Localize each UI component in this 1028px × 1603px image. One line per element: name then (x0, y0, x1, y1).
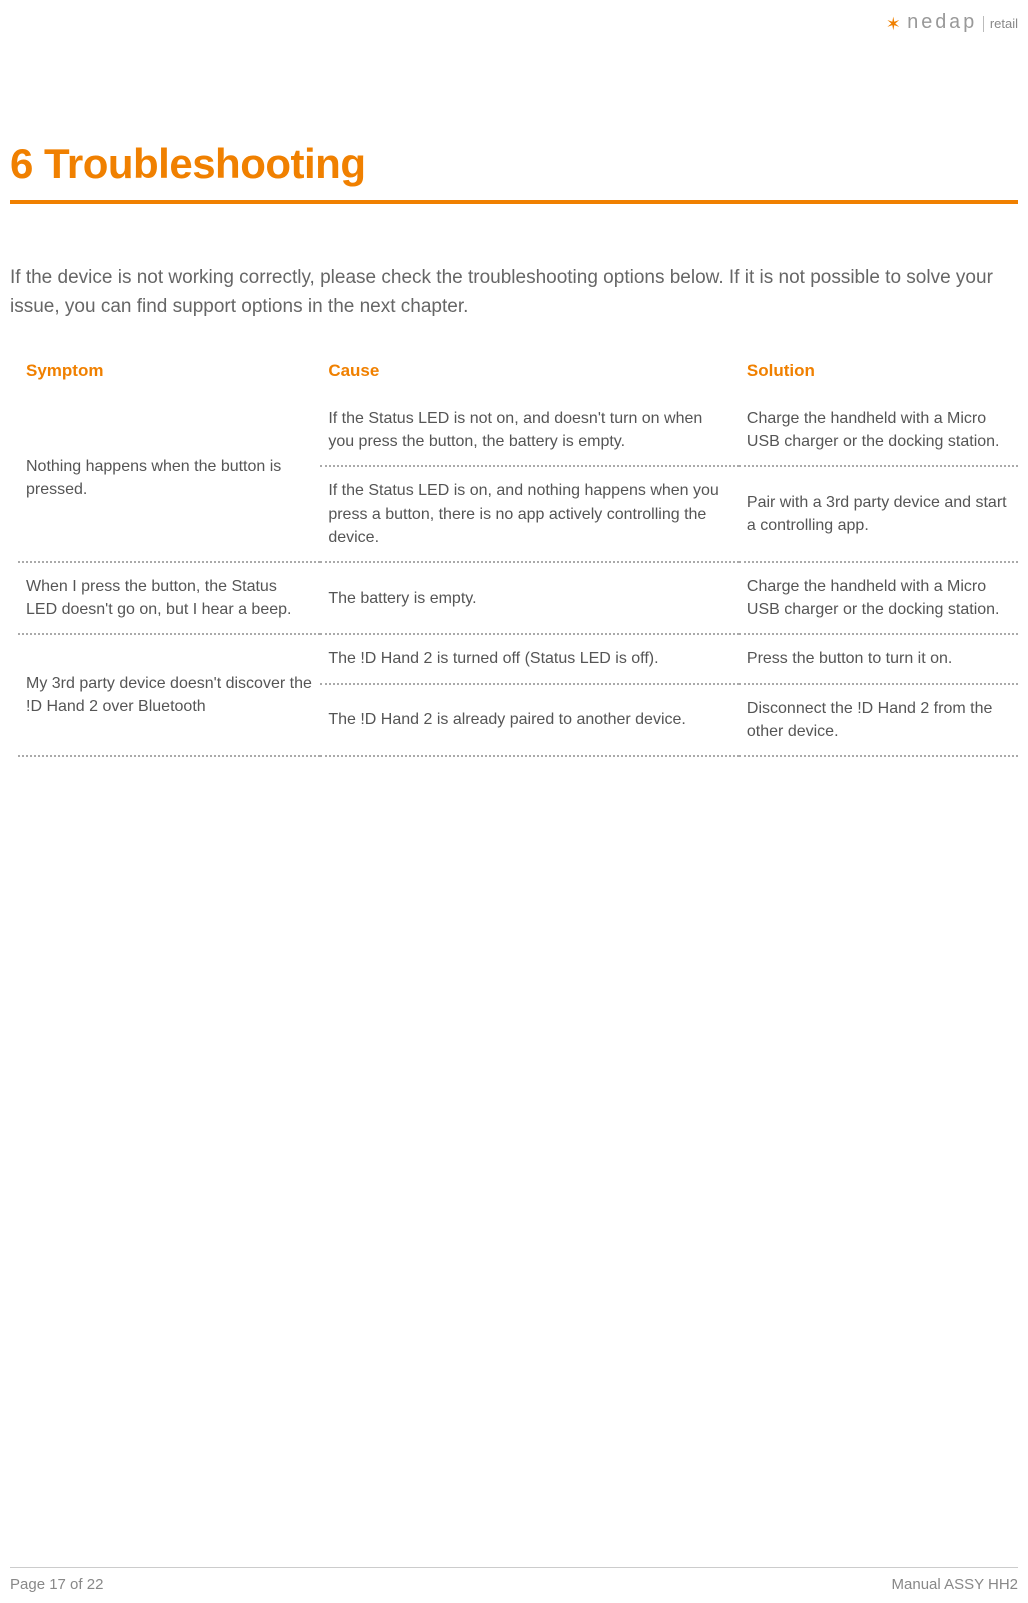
header-cause: Cause (320, 351, 739, 395)
page-footer: Page 17 of 22 Manual ASSY HH2 (10, 1567, 1018, 1593)
table-row: My 3rd party device doesn't discover the… (18, 634, 1018, 683)
brand-name: nedap (907, 12, 977, 35)
cell-cause: The battery is empty. (320, 562, 739, 634)
cell-cause: If the Status LED is on, and nothing hap… (320, 466, 739, 562)
logo-divider (983, 16, 984, 32)
cell-solution: Disconnect the !D Hand 2 from the other … (739, 684, 1018, 756)
cell-cause: If the Status LED is not on, and doesn't… (320, 395, 739, 466)
cell-cause: The !D Hand 2 is already paired to anoth… (320, 684, 739, 756)
intro-paragraph: If the device is not working correctly, … (10, 264, 1018, 321)
page-content: 6 Troubleshooting If the device is not w… (0, 0, 1028, 757)
cell-cause: The !D Hand 2 is turned off (Status LED … (320, 634, 739, 683)
heading-underline (10, 200, 1018, 204)
document-page: ✶ nedap retail 6 Troubleshooting If the … (0, 0, 1028, 1603)
header-symptom: Symptom (18, 351, 320, 395)
star-icon: ✶ (886, 15, 901, 33)
cell-solution: Pair with a 3rd party device and start a… (739, 466, 1018, 562)
page-number: Page 17 of 22 (10, 1576, 103, 1593)
header-solution: Solution (739, 351, 1018, 395)
table-row: Nothing happens when the button is press… (18, 395, 1018, 466)
cell-solution: Charge the handheld with a Micro USB cha… (739, 562, 1018, 634)
section-heading: 6 Troubleshooting (10, 140, 1018, 188)
document-id: Manual ASSY HH2 (892, 1576, 1018, 1593)
troubleshooting-table: Symptom Cause Solution Nothing happens w… (18, 351, 1018, 757)
cell-symptom: Nothing happens when the button is press… (18, 395, 320, 562)
cell-symptom: My 3rd party device doesn't discover the… (18, 634, 320, 756)
brand-sub: retail (990, 16, 1018, 31)
cell-symptom: When I press the button, the Status LED … (18, 562, 320, 634)
cell-solution: Charge the handheld with a Micro USB cha… (739, 395, 1018, 466)
table-row: When I press the button, the Status LED … (18, 562, 1018, 634)
brand-logo: ✶ nedap retail (886, 12, 1018, 35)
cell-solution: Press the button to turn it on. (739, 634, 1018, 683)
table-header-row: Symptom Cause Solution (18, 351, 1018, 395)
